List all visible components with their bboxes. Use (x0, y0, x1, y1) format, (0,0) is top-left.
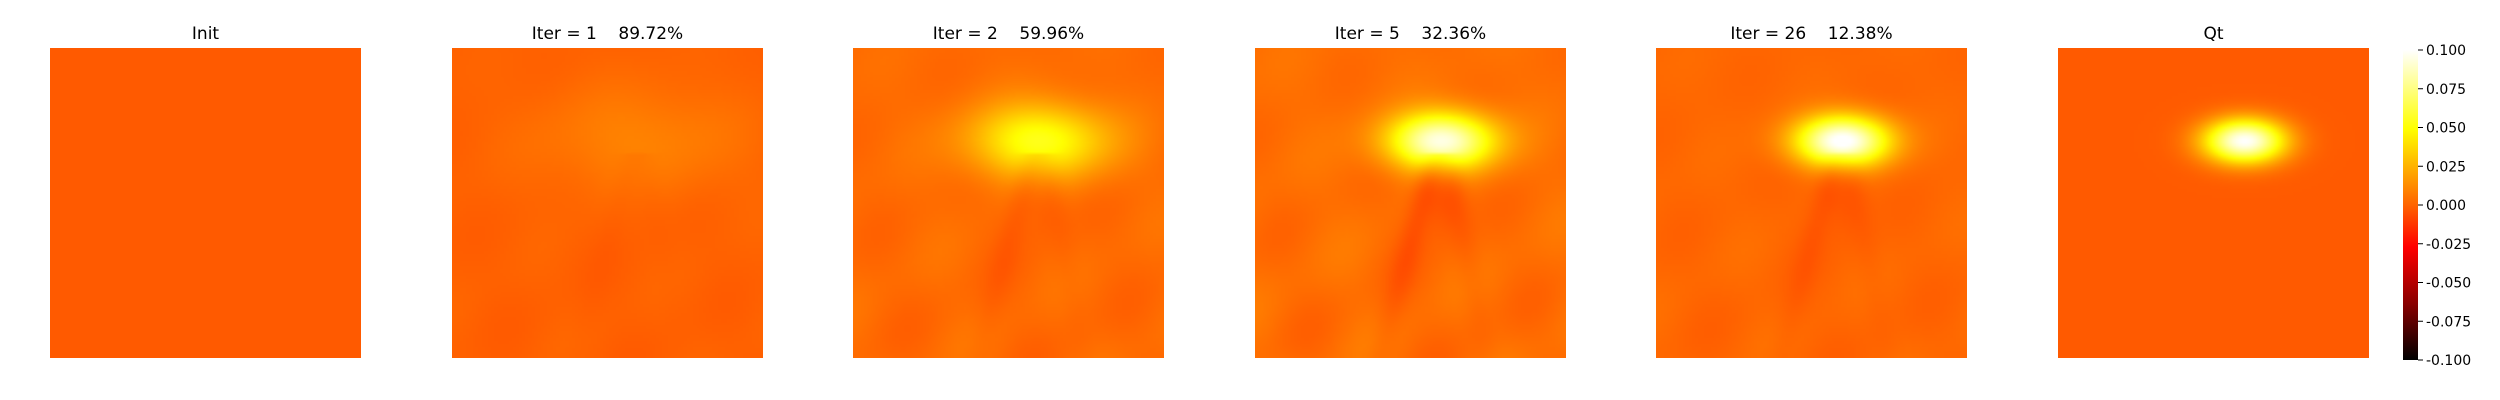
heatmap-panel-1: Init (50, 24, 361, 358)
heatmap-image-5 (1656, 48, 1967, 358)
heatmap-panel-5: Iter = 26 12.38% (1656, 24, 1967, 358)
colorbar-tick-label: -0.100 (2426, 353, 2471, 369)
heatmap-panel-2: Iter = 1 89.72% (452, 24, 763, 358)
heatmap-image-4 (1255, 48, 1566, 358)
heatmap-image-2 (452, 48, 763, 358)
panel-title-1: Init (192, 24, 220, 44)
colorbar-ticks: 0.100 0.075 0.050 0.025 0.000 -0.025 -0.050 -0.… (2418, 43, 2471, 369)
panel-title-3: Iter = 2 59.96% (933, 24, 1084, 44)
colorbar-tick-label: -0.050 (2426, 276, 2471, 292)
panels: Init Iter = 1 89.72% Iter = 2 59.96% Iter =… (50, 24, 2369, 358)
heatmap-panel-6: Qt (2058, 24, 2369, 358)
colorbar-tick-label: 0.000 (2426, 198, 2466, 214)
heatmap-image-6 (2058, 48, 2369, 358)
panel-title-6: Qt (2203, 24, 2223, 44)
colorbar-tick-label: 0.050 (2426, 121, 2466, 137)
heatmap-image-3 (853, 48, 1164, 358)
colorbar: 0.100 0.075 0.050 0.025 0.000 -0.025 -0.050 -0.… (2403, 43, 2471, 369)
panel-title-5: Iter = 26 12.38% (1730, 24, 1892, 44)
heatmap-image-1 (50, 48, 361, 358)
heatmap-panel-4: Iter = 5 32.36% (1255, 24, 1566, 358)
colorbar-tick-label: -0.075 (2426, 314, 2471, 330)
heatmap-panel-3: Iter = 2 59.96% (853, 24, 1164, 358)
colorbar-tick-label: -0.025 (2426, 237, 2471, 253)
panel-title-4: Iter = 5 32.36% (1335, 24, 1486, 44)
colorbar-gradient (2403, 50, 2418, 360)
colorbar-tick-label: 0.100 (2426, 43, 2466, 59)
colorbar-tick-label: 0.075 (2426, 82, 2466, 98)
panel-title-2: Iter = 1 89.72% (532, 24, 683, 44)
colorbar-tick-label: 0.025 (2426, 159, 2466, 175)
